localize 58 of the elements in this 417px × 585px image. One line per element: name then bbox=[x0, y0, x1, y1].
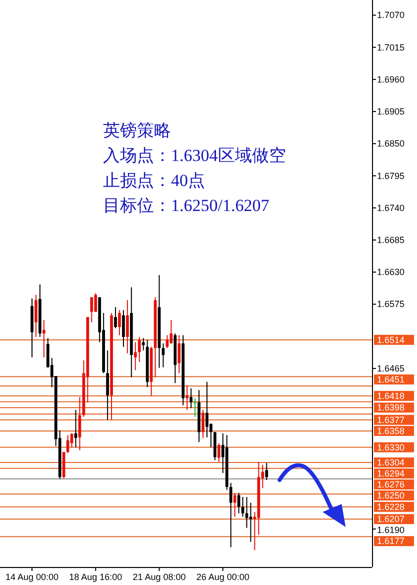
y-tick-label: 1.6960 bbox=[377, 74, 405, 84]
candlestick bbox=[233, 492, 236, 518]
ref-line-label: 1.6207 bbox=[377, 514, 405, 524]
ref-line-label: 1.6276 bbox=[377, 479, 405, 490]
x-tick-label: 14 Aug 00:00 bbox=[5, 572, 59, 582]
x-tick-label: 18 Aug 16:00 bbox=[69, 572, 122, 582]
y-tick-label: 1.6905 bbox=[377, 106, 405, 117]
candlestick bbox=[114, 306, 117, 329]
annotation: 止损点：40点 bbox=[103, 171, 205, 190]
y-tick-label: 1.6190 bbox=[377, 525, 405, 536]
candlestick bbox=[134, 342, 137, 371]
candlestick bbox=[34, 294, 38, 338]
candlestick bbox=[122, 310, 125, 348]
y-tick-label: 1.6630 bbox=[377, 267, 405, 278]
candlestick bbox=[170, 319, 173, 344]
ref-line-label: 1.6294 bbox=[377, 468, 405, 478]
y-tick-label: 1.7015 bbox=[377, 42, 405, 52]
ref-line-label: 1.6177 bbox=[377, 536, 405, 546]
candlestick bbox=[217, 442, 220, 462]
annotation: 目标位：1.6250/1.6207 bbox=[103, 196, 270, 215]
ref-line-label: 1.6304 bbox=[377, 457, 405, 468]
candlestick bbox=[190, 388, 192, 409]
candlestick bbox=[237, 492, 240, 514]
ref-line-label: 1.6451 bbox=[377, 374, 405, 384]
ref-line-label: 1.6358 bbox=[377, 426, 405, 436]
candlestick bbox=[142, 338, 145, 351]
y-tick-label: 1.7070 bbox=[377, 10, 405, 20]
y-tick-label: 1.6465 bbox=[377, 363, 405, 374]
candlestick bbox=[202, 409, 204, 438]
candlestick bbox=[94, 292, 98, 312]
candlestick bbox=[194, 398, 196, 418]
ref-line-label: 1.6228 bbox=[377, 502, 405, 512]
ref-line-label: 1.6377 bbox=[377, 414, 405, 425]
annotation: 入场点：1.6304区域做空 bbox=[103, 146, 286, 165]
ref-line-label: 1.6330 bbox=[377, 442, 405, 452]
candlestick bbox=[106, 350, 109, 420]
ref-line-label: 1.6418 bbox=[377, 390, 405, 401]
candlestick bbox=[138, 336, 141, 363]
annotation: 英镑策略 bbox=[103, 121, 171, 140]
y-tick-label: 1.6575 bbox=[377, 299, 405, 310]
y-tick-label: 1.6795 bbox=[377, 170, 405, 181]
candlestick bbox=[126, 300, 129, 354]
ref-line-label: 1.6250 bbox=[377, 490, 405, 500]
candlestick bbox=[206, 381, 208, 438]
y-tick-label: 1.6740 bbox=[377, 202, 405, 213]
candlestick bbox=[90, 296, 94, 323]
y-tick-label: 1.6850 bbox=[377, 138, 405, 149]
x-tick-label: 26 Aug 00:00 bbox=[196, 572, 250, 582]
ref-line-label: 1.6514 bbox=[377, 334, 405, 345]
candlestick bbox=[265, 462, 268, 480]
candlestick bbox=[229, 482, 232, 548]
candlestick bbox=[186, 384, 189, 410]
candlestick bbox=[42, 319, 46, 358]
y-tick-label: 1.6685 bbox=[377, 234, 405, 245]
candlestick bbox=[118, 310, 121, 336]
x-tick-label: 21 Aug 08:00 bbox=[132, 572, 186, 582]
candlestick bbox=[178, 334, 181, 374]
ref-line-label: 1.6398 bbox=[377, 402, 405, 413]
